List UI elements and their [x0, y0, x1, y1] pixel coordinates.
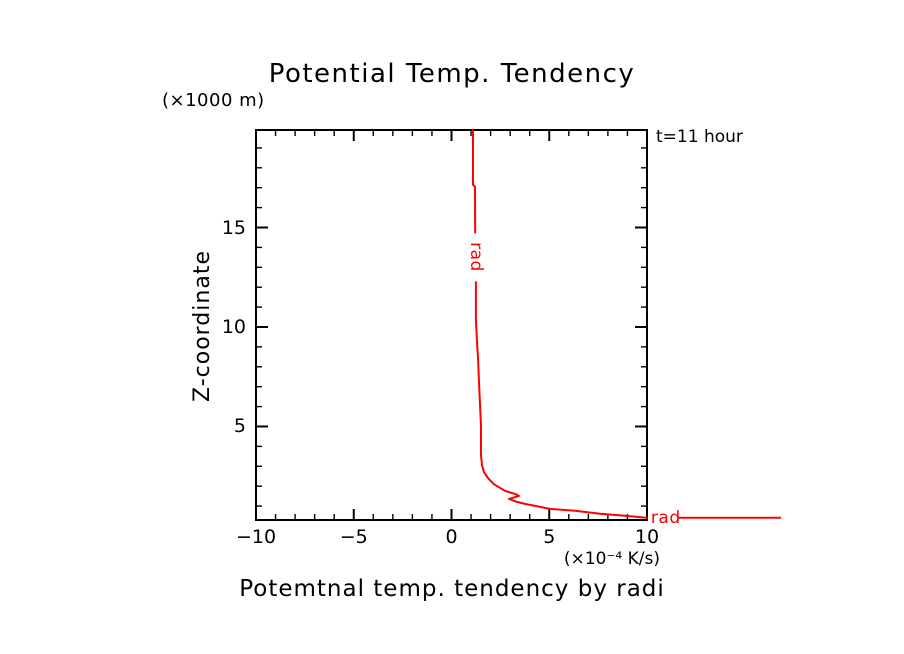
x-tick-label: −10: [235, 526, 277, 548]
x-tick-label: −5: [339, 526, 368, 548]
x-tick-label: 10: [634, 526, 660, 548]
y-axis-unit-label: (×1000 m): [162, 90, 265, 111]
curve-inline-label-rad: rad: [465, 242, 486, 273]
y-tick-label: 10: [221, 315, 246, 338]
x-axis-unit-label: (×10⁻⁴ K/s): [563, 549, 660, 569]
y-tick-label: 15: [221, 216, 246, 239]
y-tick-label: 5: [233, 415, 246, 438]
x-tick-label: 5: [543, 526, 556, 548]
x-tick-label: 0: [445, 526, 458, 548]
chart-caption: Potemtnal temp. tendency by radi: [239, 576, 665, 602]
time-annotation: t=11 hour: [656, 127, 743, 147]
chart-title: Potential Temp. Tendency: [268, 59, 636, 89]
curve-end-label-rad: rad: [650, 507, 681, 528]
